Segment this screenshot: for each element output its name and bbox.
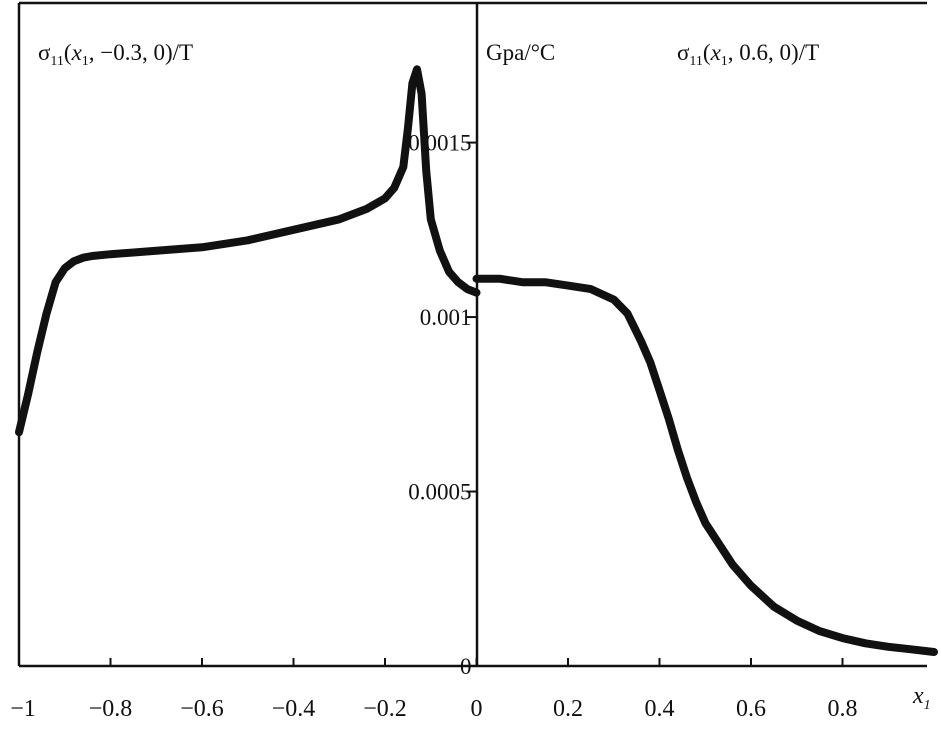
x-tick-label: 0.8 — [828, 696, 858, 722]
x-tick-label: 0.6 — [736, 696, 766, 722]
series-0-line — [15, 65, 481, 437]
x-tick-label: −0.2 — [363, 696, 407, 722]
series-1-line — [472, 274, 938, 656]
y-ticks-group: 0 0.0005 0.001 0.0015 — [408, 131, 477, 679]
x-ticks-group: −1 −0.8 −0.6 −0.4 −0.2 0 0.2 0.4 0.6 0.8 — [10, 658, 858, 722]
units-label: Gpa/°C — [486, 40, 555, 65]
x-tick-label: 0.2 — [553, 696, 583, 722]
x-tick-label: −0.4 — [272, 696, 316, 722]
x-tick-label: 0 — [471, 696, 483, 722]
x-tick-label: −0.6 — [180, 696, 224, 722]
y-tick-label: 0 — [460, 654, 472, 679]
x-tick-label: −0.8 — [89, 696, 133, 722]
x-tick-label: 0.4 — [645, 696, 675, 722]
series-1-label: σ11(x1, 0.6, 0)/T — [677, 40, 819, 69]
series-group — [15, 65, 938, 656]
axes-group — [17, 1, 927, 668]
y-tick-label: 0.001 — [420, 305, 472, 330]
x-axis-label: x1 — [912, 683, 931, 713]
x-tick-label: −1 — [10, 696, 36, 722]
y-tick-label: 0.0005 — [408, 480, 471, 505]
y-tick-label: 0.0015 — [408, 131, 471, 156]
series-0-label: σ11(x1, −0.3, 0)/T — [38, 40, 193, 69]
